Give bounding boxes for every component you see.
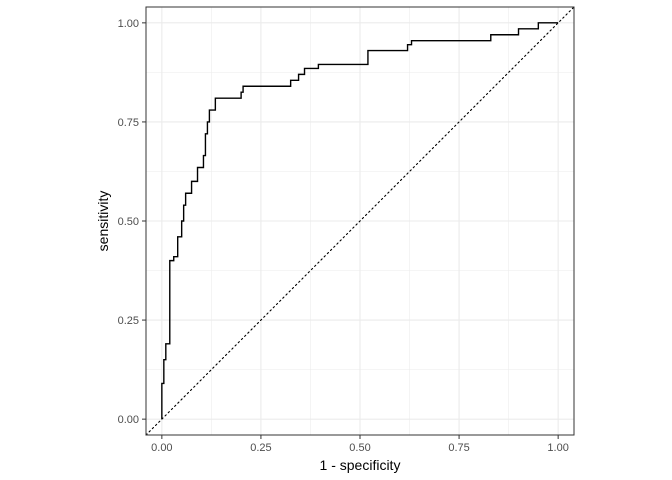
reference-diagonal-line (145, 6, 575, 436)
roc-curve-line (161, 22, 559, 420)
y-tick-label: 1.00 (118, 18, 139, 30)
grid-major (146, 7, 574, 435)
x-tick-label: 0.00 (151, 442, 172, 454)
x-axis-ticks: 0.00 0.25 0.50 0.75 1.00 (151, 435, 569, 454)
y-tick-label: 0.75 (118, 117, 139, 129)
x-tick-label: 1.00 (547, 442, 568, 454)
x-tick-label: 0.25 (250, 442, 271, 454)
series-layer (145, 6, 575, 436)
y-tick-label: 0.25 (118, 315, 139, 327)
x-axis-title: 1 - specificity (320, 457, 401, 473)
y-tick-label: 0.00 (118, 414, 139, 426)
x-tick-label: 0.75 (448, 442, 469, 454)
y-tick-label: 0.50 (118, 216, 139, 228)
y-axis-ticks: 0.00 0.25 0.50 0.75 1.00 (118, 18, 146, 426)
x-tick-label: 0.50 (349, 442, 370, 454)
y-axis-title: sensitivity (95, 191, 111, 252)
